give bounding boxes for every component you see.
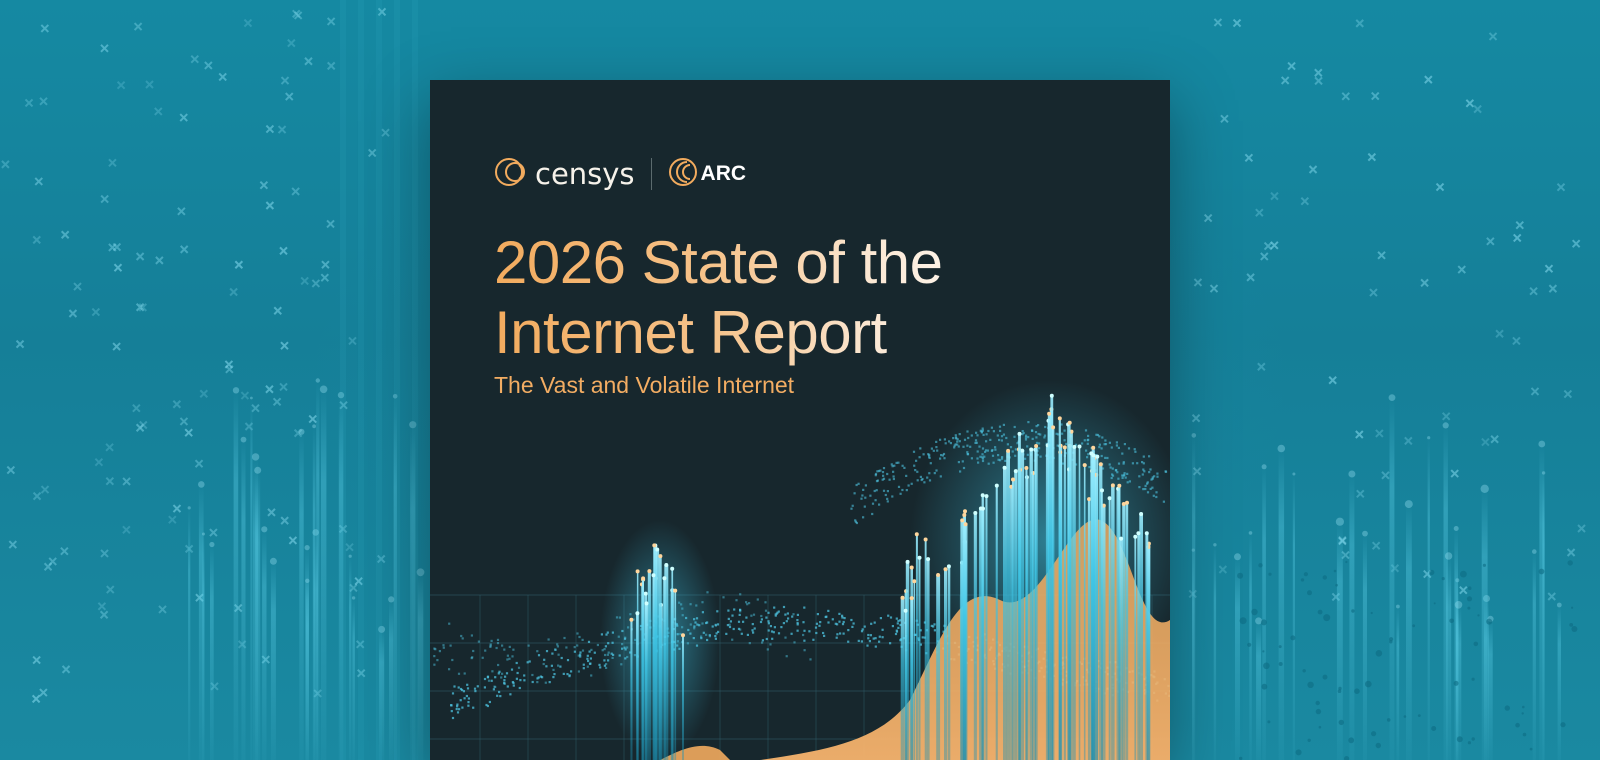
censys-logo-icon	[494, 156, 530, 193]
arc-wordmark: ARC	[700, 162, 747, 185]
report-title-line-1: 2026 State of the	[494, 229, 943, 296]
report-title: 2026 State of the Internet Report	[494, 228, 943, 368]
report-title-line-2: Internet Report	[494, 298, 943, 368]
censys-wordmark: censys	[535, 157, 635, 191]
arc-logo-icon	[668, 157, 698, 192]
censys-logo: censys	[494, 156, 635, 192]
logo-lockup: censys ARC	[494, 156, 746, 192]
cover-data-visualization	[430, 380, 1170, 760]
arc-logo: ARC	[668, 156, 747, 192]
report-subtitle: The Vast and Volatile Internet	[494, 372, 795, 398]
report-cover[interactable]: censys ARC 2026 State of the Internet Re…	[430, 80, 1170, 760]
logo-divider	[650, 158, 652, 190]
